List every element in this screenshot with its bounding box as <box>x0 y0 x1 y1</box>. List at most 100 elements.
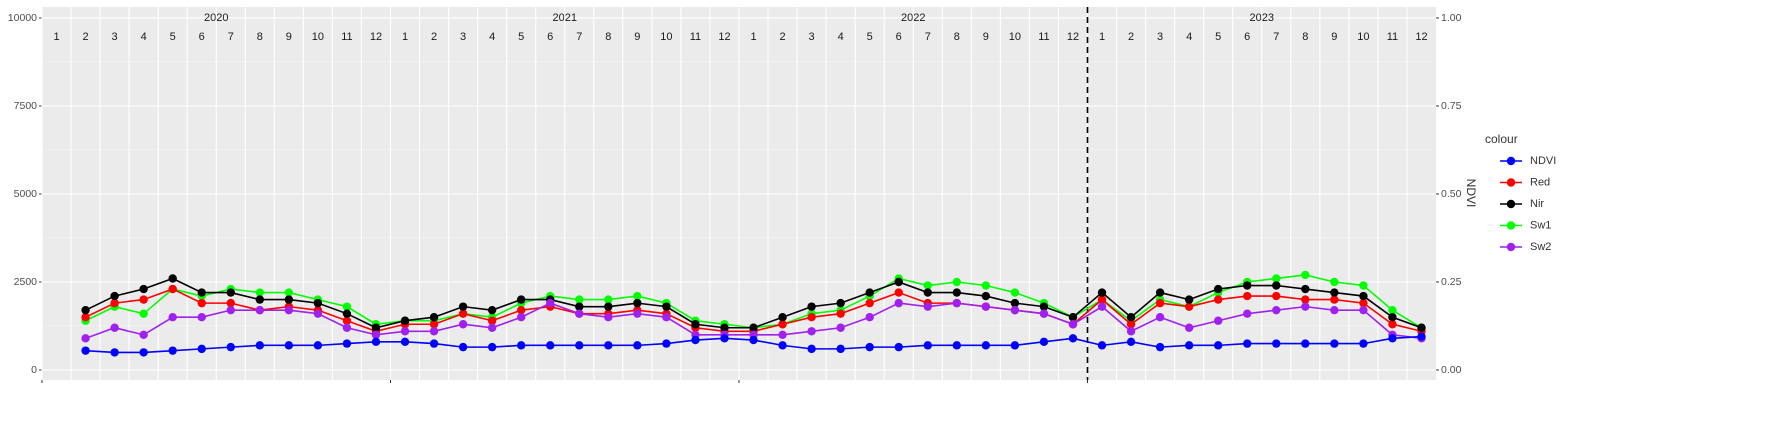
legend-key-point <box>1506 178 1516 187</box>
data-point <box>575 295 584 304</box>
month-label: 3 <box>112 31 118 43</box>
data-point <box>1039 302 1049 311</box>
month-label: 9 <box>1331 31 1337 43</box>
data-point <box>1243 291 1252 301</box>
data-point <box>778 320 787 329</box>
data-point <box>546 298 555 308</box>
data-point <box>487 342 497 352</box>
data-point <box>1155 312 1165 322</box>
data-point <box>110 291 119 301</box>
data-point <box>1330 339 1339 348</box>
data-point <box>952 277 962 287</box>
y2-tick-label: 0.50 <box>1441 188 1462 200</box>
month-label: 12 <box>370 31 382 43</box>
data-point <box>255 341 265 350</box>
legend-key-point <box>1506 242 1516 252</box>
data-point <box>429 327 439 336</box>
data-point <box>197 298 206 308</box>
legend-label: Red <box>1530 176 1550 188</box>
data-point <box>1301 339 1310 348</box>
month-label: 1 <box>402 31 408 43</box>
data-point <box>865 342 874 352</box>
data-point <box>604 302 613 311</box>
data-point <box>1097 295 1107 304</box>
month-label: 2 <box>83 31 89 43</box>
data-point <box>604 312 613 322</box>
data-point <box>604 341 613 350</box>
month-label: 9 <box>286 31 292 43</box>
data-point <box>1184 323 1194 332</box>
data-point <box>981 302 991 311</box>
data-point <box>865 288 874 297</box>
data-point <box>923 302 932 311</box>
data-point <box>110 348 119 357</box>
data-point <box>458 342 468 352</box>
data-point <box>1068 312 1078 322</box>
data-point <box>778 341 787 350</box>
data-point <box>516 312 526 322</box>
data-point <box>894 298 903 308</box>
data-point <box>1184 302 1194 311</box>
data-point <box>1330 295 1339 304</box>
data-point <box>807 312 816 322</box>
data-point <box>807 344 816 354</box>
month-label: 5 <box>867 31 873 43</box>
data-point <box>633 291 642 301</box>
month-label: 1 <box>750 31 756 43</box>
data-point <box>836 323 845 332</box>
data-point <box>662 339 671 348</box>
data-point <box>952 298 962 308</box>
month-label: 5 <box>1215 31 1221 43</box>
data-point <box>226 342 235 352</box>
data-point <box>836 309 845 318</box>
data-point <box>778 312 787 322</box>
data-point <box>807 302 816 311</box>
data-point <box>81 346 90 355</box>
data-point <box>516 305 526 315</box>
data-point <box>1388 320 1397 329</box>
data-point <box>110 298 119 308</box>
data-point <box>458 302 468 311</box>
data-point <box>1213 316 1223 325</box>
y-tick-label: 2500 <box>14 276 38 288</box>
data-point <box>1359 339 1368 348</box>
data-point <box>255 305 265 315</box>
data-point <box>400 316 410 325</box>
data-point <box>516 341 526 350</box>
data-point <box>1272 339 1281 348</box>
data-point <box>516 295 526 304</box>
data-point <box>81 312 90 322</box>
month-label: 5 <box>518 31 524 43</box>
data-point <box>1359 305 1368 315</box>
data-point <box>429 320 439 329</box>
month-label: 8 <box>954 31 960 43</box>
data-point <box>1010 298 1020 308</box>
data-point <box>1213 284 1223 294</box>
month-label: 4 <box>141 31 147 43</box>
y-tick-label: 0 <box>31 364 37 376</box>
data-point <box>1010 288 1020 297</box>
data-point <box>546 341 555 350</box>
data-point <box>342 323 352 332</box>
data-point <box>981 291 991 301</box>
data-point <box>400 327 410 336</box>
data-point <box>429 339 439 348</box>
data-point <box>1126 337 1136 347</box>
data-point <box>1155 342 1165 352</box>
data-point <box>342 339 352 348</box>
legend-key-point <box>1506 221 1516 230</box>
data-point <box>1272 281 1281 290</box>
month-label: 11 <box>1038 31 1049 43</box>
month-label: 12 <box>1415 31 1427 43</box>
data-point <box>284 305 294 315</box>
data-point <box>139 284 148 294</box>
month-label: 1 <box>53 31 59 43</box>
data-point <box>458 320 468 329</box>
data-point <box>1126 312 1136 322</box>
data-point <box>1301 302 1310 311</box>
data-point <box>1126 327 1136 336</box>
month-label: 7 <box>228 31 234 43</box>
month-label: 10 <box>660 31 672 43</box>
data-point <box>197 288 206 297</box>
